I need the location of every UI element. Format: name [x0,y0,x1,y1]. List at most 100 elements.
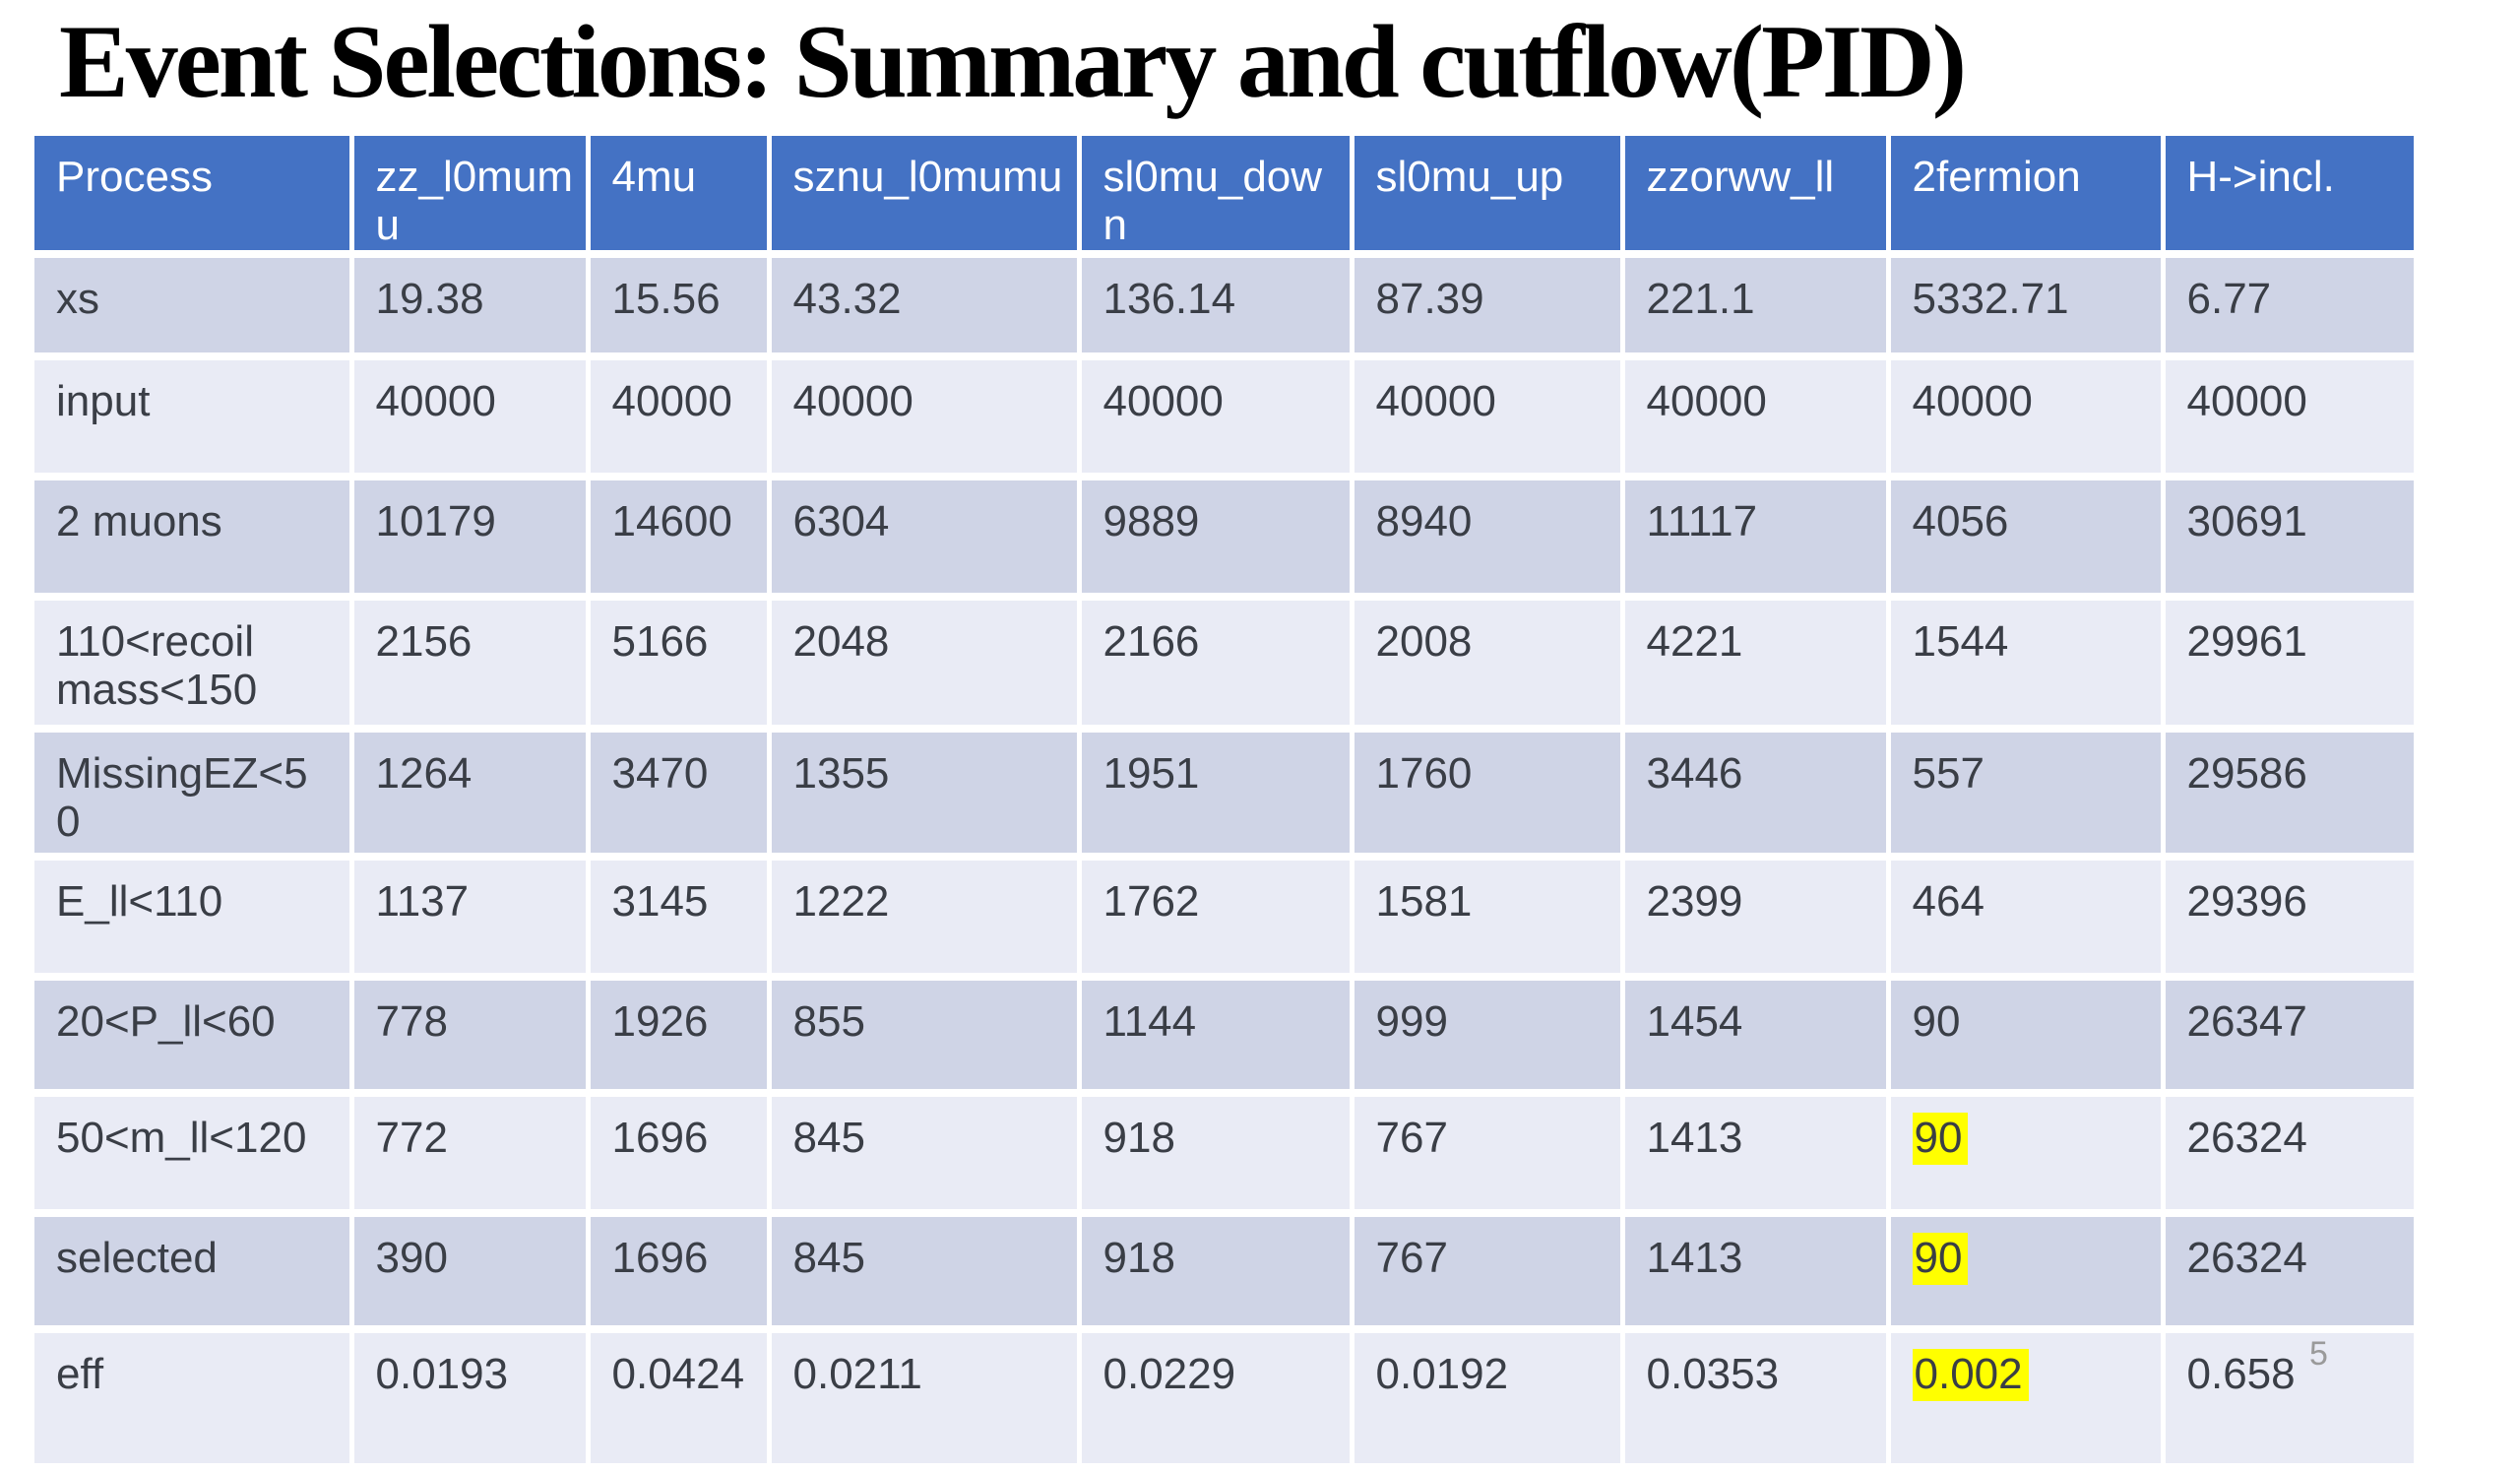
cell-value: 1926 [588,976,772,1097]
cell-value: 40000 [1888,355,2166,480]
table-row-e-ll: E_ll<110 1137 3145 1222 1762 1581 2399 4… [34,856,2414,981]
cell-value: 0.0192 [1352,1328,1625,1471]
cell-value: 767 [1352,1212,1625,1333]
cell-value: 221.1 [1622,253,1891,360]
row-label: 2 muons [34,476,354,601]
cell-value: 10179 [351,476,591,601]
cell-value: 40000 [769,355,1082,480]
cell-value: 29396 [2163,856,2414,981]
cell-value: 90 [1888,1212,2166,1333]
cell-value: 40000 [1079,355,1354,480]
cell-value: 40000 [2163,355,2414,480]
cell-value: 0.0353 [1622,1328,1891,1471]
cell-value: 767 [1352,1092,1625,1217]
cell-value: 90 [1888,976,2166,1097]
row-label: E_ll<110 [34,856,354,981]
table-row-p-ll: 20<P_ll<60 778 1926 855 1144 999 1454 90… [34,976,2414,1097]
column-header-zz-l0mumu: zz_l0mumu [351,136,591,258]
cell-value: 464 [1888,856,2166,981]
table-row-xs: xs 19.38 15.56 43.32 136.14 87.39 221.1 … [34,253,2414,360]
cutflow-table: Process zz_l0mumu 4mu sznu_l0mumu sl0mu_… [34,136,2414,1471]
slide-page-number: 5 [2309,1335,2328,1373]
cell-value: 90 [1888,1092,2166,1217]
cell-value: 8940 [1352,476,1625,601]
row-label: 50<m_ll<120 [34,1092,354,1217]
cell-value: 87.39 [1352,253,1625,360]
cell-value: 14600 [588,476,772,601]
cell-value: 19.38 [351,253,591,360]
cell-value: 778 [351,976,591,1097]
cell-value: 40000 [1622,355,1891,480]
cell-value: 0.002 [1888,1328,2166,1471]
row-label: xs [34,253,354,360]
cell-value: 1762 [1079,856,1354,981]
column-header-sznu-l0mumu: sznu_l0mumu [769,136,1082,258]
cell-value: 15.56 [588,253,772,360]
cell-value: 136.14 [1079,253,1354,360]
cell-value: 918 [1079,1092,1354,1217]
table-row-input: input 40000 40000 40000 40000 40000 4000… [34,355,2414,480]
cell-value: 1951 [1079,728,1354,861]
column-header-sl0mu-down: sl0mu_down [1079,136,1354,258]
row-label: input [34,355,354,480]
row-label: eff [34,1328,354,1471]
cell-value: 0.0211 [769,1328,1082,1471]
cell-value: 2156 [351,596,591,733]
cell-value: 5332.71 [1888,253,2166,360]
cell-value: 40000 [351,355,591,480]
cell-value: 3145 [588,856,772,981]
column-header-h-incl: H->incl. [2163,136,2414,258]
cell-value: 2048 [769,596,1082,733]
cell-value: 11117 [1622,476,1891,601]
row-label: 110<recoil mass<150 [34,596,354,733]
table-row-missing-ez: MissingEZ<50 1264 3470 1355 1951 1760 34… [34,728,2414,861]
cell-value: 3446 [1622,728,1891,861]
cell-value: 1355 [769,728,1082,861]
cell-value: 4221 [1622,596,1891,733]
cell-value: 26324 [2163,1092,2414,1217]
cell-value: 43.32 [769,253,1082,360]
cell-value: 29586 [2163,728,2414,861]
cell-value: 4056 [1888,476,2166,601]
cell-value: 6304 [769,476,1082,601]
cell-value: 2166 [1079,596,1354,733]
cell-value: 1544 [1888,596,2166,733]
table-row-recoil-mass: 110<recoil mass<150 2156 5166 2048 2166 … [34,596,2414,733]
row-label: 20<P_ll<60 [34,976,354,1097]
table-row-m-ll: 50<m_ll<120 772 1696 845 918 767 1413 90… [34,1092,2414,1217]
cell-value: 9889 [1079,476,1354,601]
cell-value: 1137 [351,856,591,981]
highlighted-value: 90 [1912,1232,1969,1285]
cell-value: 40000 [1352,355,1625,480]
cell-value: 845 [769,1092,1082,1217]
table-row-2muons: 2 muons 10179 14600 6304 9889 8940 11117… [34,476,2414,601]
cell-value: 918 [1079,1212,1354,1333]
table-row-eff: eff 0.0193 0.0424 0.0211 0.0229 0.0192 0… [34,1328,2414,1471]
cell-value: 1264 [351,728,591,861]
cell-value: 29961 [2163,596,2414,733]
cell-value: 26324 [2163,1212,2414,1333]
cell-value: 1144 [1079,976,1354,1097]
slide-title: Event Selections: Summary and cutflow(PI… [59,4,1967,119]
cell-value: 5166 [588,596,772,733]
column-header-sl0mu-up: sl0mu_up [1352,136,1625,258]
highlighted-value: 0.002 [1912,1348,2029,1401]
cell-value: 30691 [2163,476,2414,601]
cell-value: 0.0229 [1079,1328,1354,1471]
highlighted-value: 90 [1912,1112,1969,1165]
cell-value: 1696 [588,1092,772,1217]
cell-value: 0.0193 [351,1328,591,1471]
cell-value: 1696 [588,1212,772,1333]
cell-value: 2399 [1622,856,1891,981]
cell-value: 40000 [588,355,772,480]
header-row: Process zz_l0mumu 4mu sznu_l0mumu sl0mu_… [34,136,2414,258]
cell-value: 26347 [2163,976,2414,1097]
cell-value: 1760 [1352,728,1625,861]
cell-value: 3470 [588,728,772,861]
row-label: MissingEZ<50 [34,728,354,861]
column-header-process: Process [34,136,354,258]
cell-value: 6.77 [2163,253,2414,360]
cell-value: 2008 [1352,596,1625,733]
cell-value: 1222 [769,856,1082,981]
cell-value: 855 [769,976,1082,1097]
